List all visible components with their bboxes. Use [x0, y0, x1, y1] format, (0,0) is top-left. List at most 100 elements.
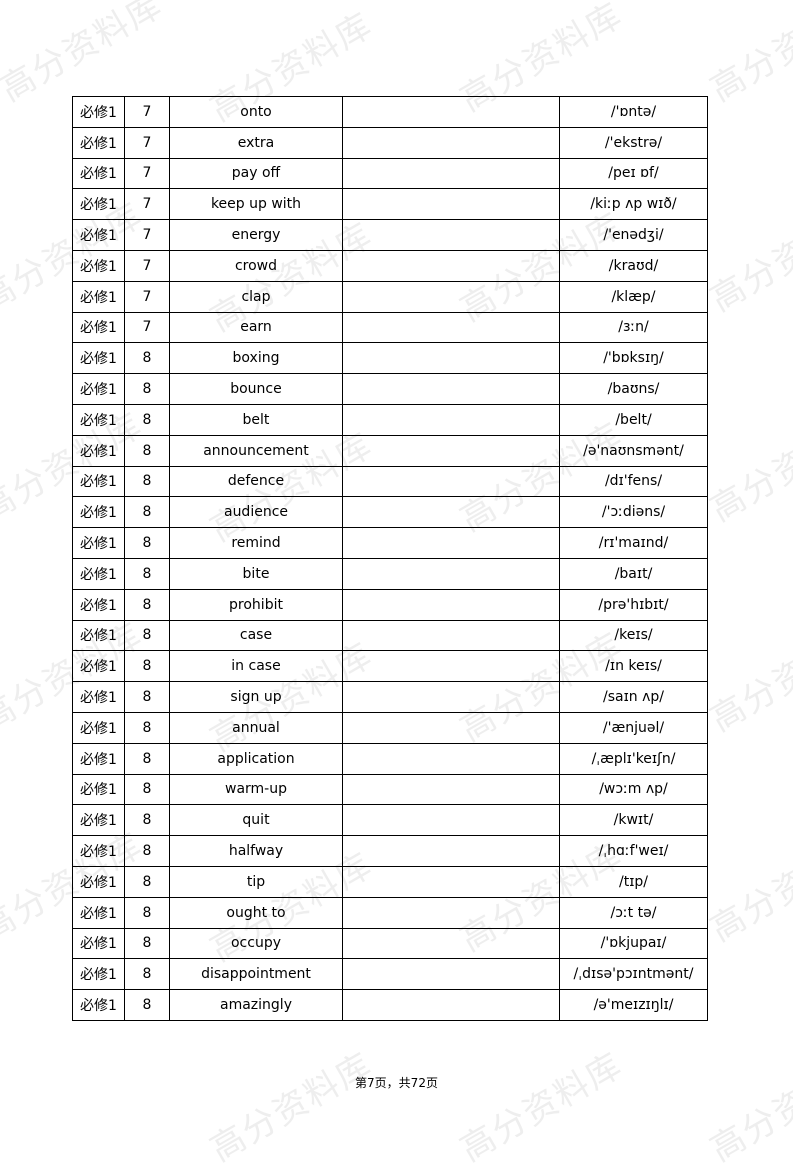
word-cell: audience	[169, 496, 343, 529]
word-cell: onto	[169, 96, 343, 128]
unit-cell: 8	[124, 742, 170, 775]
book-cell: 必修1	[72, 126, 125, 159]
meaning-cell	[342, 434, 560, 467]
watermark-text: 高分资料库	[703, 615, 793, 740]
phonetic-cell: /kwɪt/	[559, 804, 708, 837]
meaning-cell	[342, 157, 560, 190]
table-row: 必修1 8 occupy /'ɒkjupaɪ/	[72, 927, 708, 960]
unit-cell: 8	[124, 958, 170, 991]
word-cell: warm-up	[169, 773, 343, 806]
word-cell: case	[169, 619, 343, 652]
book-cell: 必修1	[72, 896, 125, 929]
word-cell: application	[169, 742, 343, 775]
phonetic-cell: /baɪt/	[559, 557, 708, 590]
table-row: 必修1 8 tip/tɪp/	[72, 865, 708, 898]
meaning-cell	[342, 835, 560, 867]
word-cell: disappointment	[169, 958, 343, 991]
table-row: 必修1 8 in case/ɪn keɪs/	[72, 650, 708, 683]
meaning-cell	[342, 927, 560, 960]
phonetic-cell: /prə'hɪbɪt/	[559, 588, 708, 621]
phonetic-cell: /kiːp ʌp wɪð/	[559, 188, 708, 221]
phonetic-cell: /ə'naʊnsmənt/	[559, 434, 708, 467]
phonetic-cell: /tɪp/	[559, 865, 708, 898]
unit-cell: 7	[124, 188, 170, 221]
table-row: 必修1 8 bite/baɪt/	[72, 557, 708, 590]
unit-cell: 7	[124, 280, 170, 313]
phonetic-cell: /klæp/	[559, 280, 708, 313]
book-cell: 必修1	[72, 958, 125, 991]
table-row: 必修1 7 earn/ɜːn/	[72, 311, 708, 344]
table-row: 必修1 8 annual /'ænjuəl/	[72, 711, 708, 744]
book-cell: 必修1	[72, 527, 125, 559]
meaning-cell	[342, 804, 560, 837]
word-cell: pay off	[169, 157, 343, 190]
book-cell: 必修1	[72, 835, 125, 867]
word-cell: energy	[169, 219, 343, 251]
book-cell: 必修1	[72, 681, 125, 713]
meaning-cell	[342, 896, 560, 929]
phonetic-cell: /ˌdɪsə'pɔɪntmənt/	[559, 958, 708, 991]
unit-cell: 7	[124, 249, 170, 282]
table-row: 必修1 8 sign up/saɪn ʌp/	[72, 681, 708, 713]
unit-cell: 8	[124, 373, 170, 405]
phonetic-cell: /'enədʒi/	[559, 219, 708, 251]
book-cell: 必修1	[72, 711, 125, 744]
unit-cell: 7	[124, 126, 170, 159]
book-cell: 必修1	[72, 804, 125, 837]
table-row: 必修1 8 amazingly/ə'meɪzɪŋlɪ/	[72, 989, 708, 1021]
word-cell: ought to	[169, 896, 343, 929]
vocabulary-table: 必修1 7 onto/'ɒntə/必修1 7 extra/'ekstrə/必修1 7 pay…	[72, 96, 708, 1021]
table-row: 必修1 8 remind/rɪ'maɪnd/	[72, 527, 708, 559]
meaning-cell	[342, 650, 560, 683]
book-cell: 必修1	[72, 249, 125, 282]
table-row: 必修1 8 audience /'ɔːdiəns/	[72, 496, 708, 529]
word-cell: tip	[169, 865, 343, 898]
watermark-text: 高分资料库	[703, 1045, 793, 1170]
table-row: 必修1 8 application/ˌæplɪ'keɪʃn/	[72, 742, 708, 775]
unit-cell: 8	[124, 650, 170, 683]
watermark-text: 高分资料库	[703, 405, 793, 530]
book-cell: 必修1	[72, 927, 125, 960]
meaning-cell	[342, 958, 560, 991]
word-cell: defence	[169, 465, 343, 498]
word-cell: bite	[169, 557, 343, 590]
word-cell: clap	[169, 280, 343, 313]
word-cell: earn	[169, 311, 343, 344]
unit-cell: 7	[124, 311, 170, 344]
book-cell: 必修1	[72, 588, 125, 621]
book-cell: 必修1	[72, 742, 125, 775]
unit-cell: 8	[124, 896, 170, 929]
table-row: 必修1 8 belt/belt/	[72, 403, 708, 436]
unit-cell: 8	[124, 835, 170, 867]
phonetic-cell: /'ekstrə/	[559, 126, 708, 159]
phonetic-cell: /ˌhɑːf'weɪ/	[559, 835, 708, 867]
word-cell: bounce	[169, 373, 343, 405]
word-cell: occupy	[169, 927, 343, 960]
table-row: 必修1 7 crowd/kraʊd/	[72, 249, 708, 282]
unit-cell: 8	[124, 557, 170, 590]
table-row: 必修1 8 defence/dɪ'fens/	[72, 465, 708, 498]
word-cell: boxing	[169, 342, 343, 375]
table-row: 必修1 8 quit/kwɪt/	[72, 804, 708, 837]
meaning-cell	[342, 342, 560, 375]
table-row: 必修1 8 warm-up/wɔːm ʌp/	[72, 773, 708, 806]
phonetic-cell: /dɪ'fens/	[559, 465, 708, 498]
phonetic-cell: /saɪn ʌp/	[559, 681, 708, 713]
book-cell: 必修1	[72, 465, 125, 498]
unit-cell: 8	[124, 527, 170, 559]
watermark-text: 高分资料库	[0, 0, 170, 110]
unit-cell: 8	[124, 403, 170, 436]
book-cell: 必修1	[72, 619, 125, 652]
meaning-cell	[342, 619, 560, 652]
phonetic-cell: /'bɒksɪŋ/	[559, 342, 708, 375]
meaning-cell	[342, 496, 560, 529]
phonetic-cell: /peɪ ɒf/	[559, 157, 708, 190]
book-cell: 必修1	[72, 188, 125, 221]
table-row: 必修1 8 disappointment/ˌdɪsə'pɔɪntmənt/	[72, 958, 708, 991]
meaning-cell	[342, 681, 560, 713]
watermark-text: 高分资料库	[703, 825, 793, 950]
unit-cell: 8	[124, 989, 170, 1021]
word-cell: extra	[169, 126, 343, 159]
meaning-cell	[342, 465, 560, 498]
meaning-cell	[342, 527, 560, 559]
